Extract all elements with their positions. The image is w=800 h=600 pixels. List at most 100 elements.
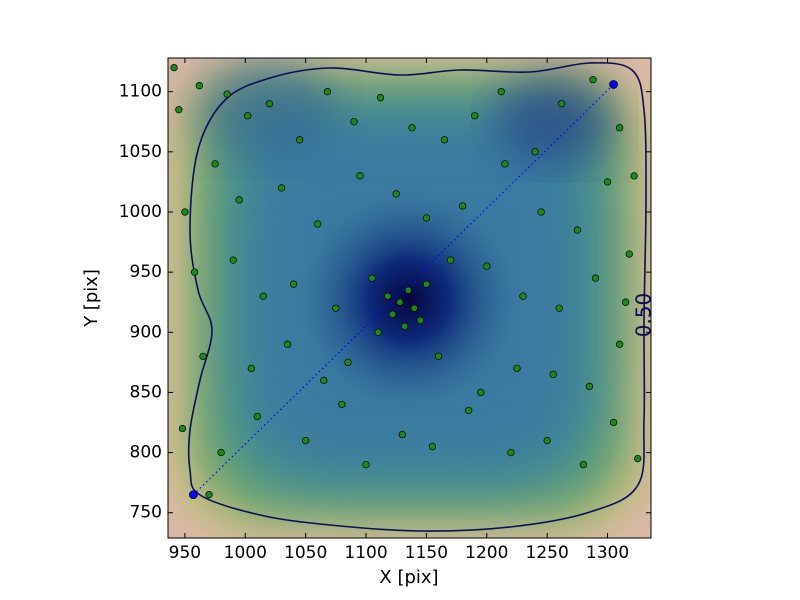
point xyxy=(190,268,199,276)
point xyxy=(223,90,231,98)
plot-frame xyxy=(167,57,652,539)
point xyxy=(543,436,551,445)
point xyxy=(537,208,545,216)
point xyxy=(507,448,515,457)
point xyxy=(434,352,443,360)
point xyxy=(211,160,219,168)
point xyxy=(557,100,566,108)
point xyxy=(253,412,262,421)
point xyxy=(374,328,382,336)
point xyxy=(396,298,404,306)
point xyxy=(573,226,581,234)
point xyxy=(388,310,397,318)
point xyxy=(392,190,400,198)
point xyxy=(356,172,364,180)
point xyxy=(477,388,485,397)
point xyxy=(195,82,204,90)
point xyxy=(458,202,467,210)
point xyxy=(189,490,198,500)
point xyxy=(465,406,473,415)
point xyxy=(634,454,642,463)
point xyxy=(344,358,352,367)
point xyxy=(368,274,376,282)
point xyxy=(513,364,521,373)
point xyxy=(471,112,479,120)
point xyxy=(446,256,455,264)
point xyxy=(591,274,600,282)
y-tick-label: 950 xyxy=(130,262,162,282)
point xyxy=(338,400,346,409)
point xyxy=(332,304,340,312)
x-tick-label: 950 xyxy=(169,543,201,563)
point xyxy=(555,304,563,312)
point xyxy=(376,94,385,102)
point xyxy=(181,208,189,216)
x-tick-label: 1100 xyxy=(344,543,387,563)
point xyxy=(615,340,624,348)
point xyxy=(630,172,638,180)
x-axis-label: X [pix] xyxy=(379,567,438,588)
point xyxy=(320,376,328,385)
point xyxy=(615,124,624,132)
point xyxy=(603,178,612,186)
y-tick-label: 900 xyxy=(130,322,162,342)
y-tick-label: 1000 xyxy=(119,202,162,222)
point xyxy=(247,364,255,373)
x-tick-label: 1050 xyxy=(284,543,327,563)
point xyxy=(497,88,505,96)
point xyxy=(440,136,449,144)
y-tick-label: 800 xyxy=(130,443,162,463)
contour-label: 0.50 xyxy=(632,293,656,338)
contour-line xyxy=(187,62,647,532)
x-tick-label: 1200 xyxy=(465,543,508,563)
point xyxy=(175,106,183,114)
point xyxy=(428,442,437,451)
point xyxy=(422,280,431,288)
point xyxy=(199,352,207,360)
point xyxy=(178,424,187,433)
x-tick-label: 1250 xyxy=(526,543,569,563)
point xyxy=(302,436,310,445)
point xyxy=(362,460,370,469)
point xyxy=(350,118,358,126)
plot-marks xyxy=(170,63,642,500)
point xyxy=(621,298,630,306)
x-tick-label: 1000 xyxy=(224,543,267,563)
y-tick-label: 1050 xyxy=(119,142,162,162)
point xyxy=(283,340,292,348)
heatmap xyxy=(168,58,651,538)
point xyxy=(244,112,252,120)
point xyxy=(323,88,332,96)
point xyxy=(589,76,597,84)
point xyxy=(295,136,304,144)
point xyxy=(501,160,509,168)
point xyxy=(277,184,286,192)
y-tick-label: 1100 xyxy=(119,82,162,102)
point xyxy=(625,250,633,258)
point xyxy=(170,63,178,72)
point xyxy=(408,124,416,132)
point xyxy=(235,196,243,204)
point xyxy=(531,148,539,156)
point xyxy=(579,460,588,469)
point xyxy=(259,292,268,300)
point xyxy=(410,304,418,312)
point xyxy=(205,491,213,499)
point xyxy=(609,80,618,89)
point xyxy=(229,256,237,264)
point xyxy=(422,214,431,222)
point xyxy=(585,382,594,391)
y-axis-label: Y [pix] xyxy=(81,269,102,328)
x-tick-label: 1150 xyxy=(405,543,448,563)
y-tick-label: 850 xyxy=(130,382,162,402)
point xyxy=(289,280,298,288)
point xyxy=(398,430,406,439)
x-tick-label: 1300 xyxy=(586,543,629,563)
y-tick-label: 750 xyxy=(130,503,162,523)
point xyxy=(549,370,557,379)
point xyxy=(609,418,618,427)
point xyxy=(314,220,322,228)
dotted-line xyxy=(192,84,614,496)
point xyxy=(384,292,392,300)
